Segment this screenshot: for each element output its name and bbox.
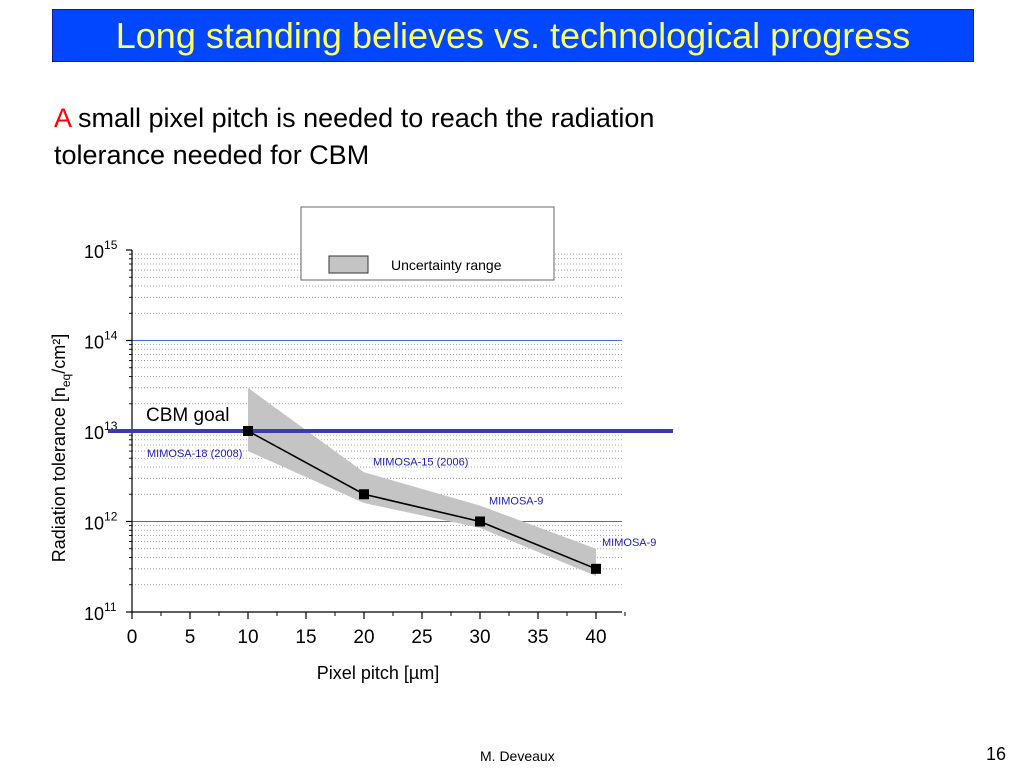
y-tick-base: 10 bbox=[84, 242, 104, 262]
slide-subtitle: A small pixel pitch is needed to reach t… bbox=[54, 100, 674, 174]
data-point-label: MIMOSA-18 (2008) bbox=[147, 448, 242, 460]
y-tick-label: 1015 bbox=[84, 238, 118, 262]
data-point-marker bbox=[591, 563, 601, 574]
subtitle-text: small pixel pitch is needed to reach the… bbox=[54, 103, 655, 170]
subtitle-highlight: A bbox=[54, 103, 71, 133]
data-series-line bbox=[247, 430, 597, 570]
y-tick-exponent: 15 bbox=[104, 238, 118, 252]
y-axis-title-main: Radiation tolerance [n bbox=[49, 387, 69, 562]
uncertainty-band bbox=[248, 387, 596, 576]
slide-title: Long standing believes vs. technological… bbox=[115, 14, 911, 56]
y-tick-exponent: 14 bbox=[104, 329, 118, 343]
data-point-label: MIMOSA-15 (2006) bbox=[373, 456, 468, 468]
y-tick-label: 1012 bbox=[84, 510, 118, 534]
y-tick-base: 10 bbox=[84, 423, 104, 443]
title-bar: Long standing believes vs. technological… bbox=[52, 9, 974, 62]
y-tick-label: 1013 bbox=[84, 419, 118, 443]
page-number: 16 bbox=[986, 744, 1007, 764]
data-point-marker bbox=[243, 426, 253, 436]
x-tick-label: 40 bbox=[585, 627, 606, 648]
y-axis-title-tail: /cm²] bbox=[49, 334, 69, 374]
y-tick-base: 10 bbox=[84, 514, 104, 534]
y-tick-label: 1014 bbox=[84, 329, 118, 353]
y-axis-title-sub: eq bbox=[59, 374, 73, 387]
footer-author: M. Deveaux bbox=[480, 748, 555, 764]
y-axis-title: Radiation tolerance [neq/cm²] bbox=[49, 334, 73, 562]
x-tick-label: 5 bbox=[185, 627, 196, 648]
x-tick-label: 0 bbox=[127, 627, 138, 648]
data-point-marker bbox=[475, 516, 485, 527]
legend-swatch bbox=[328, 255, 369, 274]
y-tick-exponent: 12 bbox=[104, 510, 118, 524]
x-tick-label: 15 bbox=[295, 627, 316, 648]
x-tick-label: 25 bbox=[411, 627, 432, 648]
x-axis-title: Pixel pitch [µm] bbox=[317, 663, 439, 683]
y-tick-base: 10 bbox=[84, 604, 104, 624]
legend-label: Uncertainty range bbox=[391, 257, 502, 273]
y-tick-exponent: 11 bbox=[104, 600, 117, 614]
data-point-label: MIMOSA-9 bbox=[602, 537, 656, 549]
x-tick-label: 20 bbox=[353, 627, 374, 648]
x-tick-label: 35 bbox=[527, 627, 548, 648]
data-point-marker bbox=[359, 489, 369, 500]
x-tick-label: 30 bbox=[469, 627, 490, 648]
cbm-goal-label: CBM goal bbox=[146, 405, 229, 426]
data-point-label: MIMOSA-9 bbox=[489, 496, 543, 508]
y-tick-label: 1011 bbox=[84, 600, 117, 624]
x-tick-label: 10 bbox=[237, 627, 258, 648]
y-tick-base: 10 bbox=[84, 333, 104, 353]
